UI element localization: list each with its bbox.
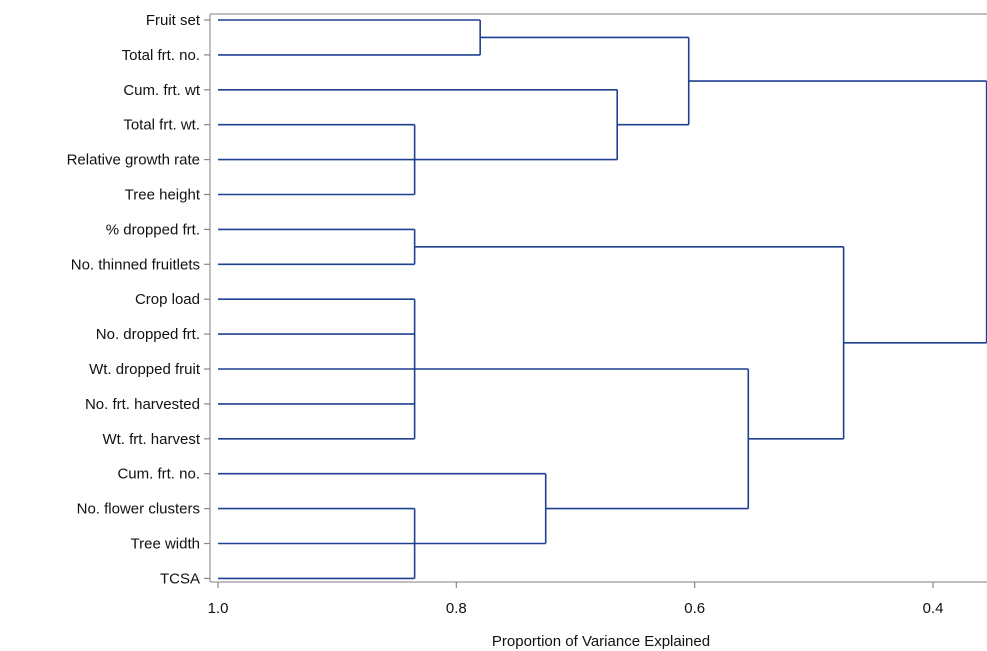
dendrogram-branches (218, 19, 987, 580)
leaf-label-no-dropped-frt: No. dropped frt. (96, 326, 200, 343)
x-axis: 1.0 0.8 0.6 0.4 (208, 582, 944, 617)
leaf-label-tcsa: TCSA (160, 570, 200, 587)
leaf-label-wt-dropped-fruit: Wt. dropped fruit (89, 361, 201, 378)
leaf-label-total-frt-no: Total frt. no. (122, 47, 200, 64)
leaf-label-total-frt-wt: Total frt. wt. (123, 117, 200, 134)
leaf-labels: Fruit set Total frt. no. Cum. frt. wt Total… (67, 12, 201, 587)
leaf-label-relative-growth-rate: Relative growth rate (67, 152, 200, 169)
leaf-label-no-flower-clusters: No. flower clusters (77, 501, 200, 518)
leaf-label-cum-frt-no: Cum. frt. no. (117, 466, 200, 483)
x-tick-label-0-8: 0.8 (446, 600, 467, 617)
leaf-label-no-thinned-fruitlets: No. thinned fruitlets (71, 256, 200, 273)
x-tick-label-1-0: 1.0 (208, 600, 229, 617)
leaf-label-wt-frt-harvest: Wt. frt. harvest (102, 431, 200, 448)
x-axis-title: Proportion of Variance Explained (492, 633, 710, 650)
x-tick-label-0-6: 0.6 (684, 600, 705, 617)
leaf-label-cum-frt-wt: Cum. frt. wt (123, 82, 201, 99)
leaf-ticks (204, 19, 210, 580)
leaf-label-crop-load: Crop load (135, 291, 200, 308)
leaf-label-tree-width: Tree width (131, 536, 200, 553)
leaf-label-no-frt-harvested: No. frt. harvested (85, 396, 200, 413)
x-tick-label-0-4: 0.4 (923, 600, 944, 617)
leaf-label-fruit-set: Fruit set (146, 12, 201, 29)
leaf-label-dropped-frt: % dropped frt. (106, 221, 200, 238)
leaf-label-tree-height: Tree height (125, 187, 201, 204)
